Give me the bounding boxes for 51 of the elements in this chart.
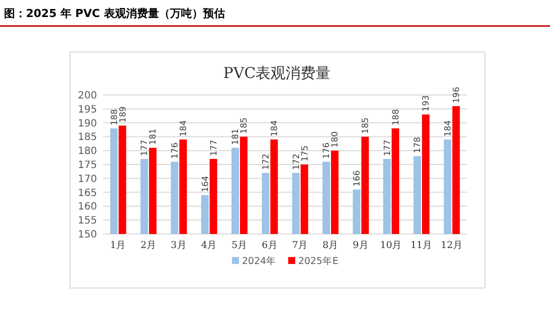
data-label: 166 (352, 170, 363, 187)
data-label: 175 (300, 145, 310, 162)
chart-subtitle: PVC表观消费量 (223, 64, 331, 82)
x-tick-label: 6月 (262, 240, 278, 251)
data-label: 177 (140, 140, 150, 156)
x-tick-label: 10月 (380, 240, 402, 251)
y-tick-label: 155 (78, 216, 97, 227)
data-label: 172 (292, 154, 302, 170)
data-label: 193 (422, 95, 432, 112)
data-label: 180 (330, 131, 341, 148)
x-tick-label: 4月 (201, 240, 218, 251)
data-label: 176 (170, 142, 181, 159)
data-label: 188 (110, 109, 120, 126)
chart-title: 图：2025 年 PVC 表观消费量（万吨）预估 (4, 7, 225, 20)
data-label: 184 (270, 120, 280, 136)
y-tick-label: 175 (78, 160, 97, 171)
y-tick-label: 200 (78, 90, 97, 102)
data-label: 176 (322, 142, 332, 159)
x-tick-label: 7月 (292, 240, 308, 251)
data-label: 178 (413, 136, 424, 154)
y-tick-label: 190 (78, 118, 97, 130)
x-tick-label: 3月 (170, 240, 187, 251)
data-label: 164 (200, 176, 211, 192)
data-label: 188 (391, 109, 402, 126)
data-label: 181 (231, 128, 242, 145)
y-tick-label: 160 (78, 202, 97, 213)
x-tick-label: 9月 (352, 240, 369, 251)
y-tick-label: 185 (78, 132, 97, 144)
x-tick-label: 5月 (231, 240, 248, 251)
data-label: 185 (361, 117, 372, 134)
y-tick-label: 180 (78, 146, 97, 158)
data-label: 184 (444, 120, 454, 136)
data-label: 189 (118, 106, 128, 123)
x-tick-label: 12月 (440, 240, 463, 251)
x-tick-label: 1月 (110, 240, 126, 251)
data-label: 196 (452, 86, 462, 104)
x-tick-label: 2月 (140, 240, 157, 251)
y-tick-label: 165 (78, 188, 97, 199)
x-tick-label: 11月 (410, 240, 433, 251)
y-tick-label: 170 (78, 174, 97, 185)
data-label: 185 (240, 117, 250, 134)
data-label: 172 (262, 154, 272, 170)
data-label: 177 (209, 140, 220, 156)
legend-label: 2025年E (298, 255, 338, 267)
data-label: 181 (148, 128, 159, 145)
y-tick-label: 195 (78, 104, 97, 116)
legend-label: 2024年 (242, 255, 276, 267)
x-tick-label: 8月 (322, 240, 339, 251)
y-tick-label: 150 (78, 230, 97, 240)
data-label: 177 (382, 140, 393, 156)
data-label: 184 (179, 120, 190, 136)
